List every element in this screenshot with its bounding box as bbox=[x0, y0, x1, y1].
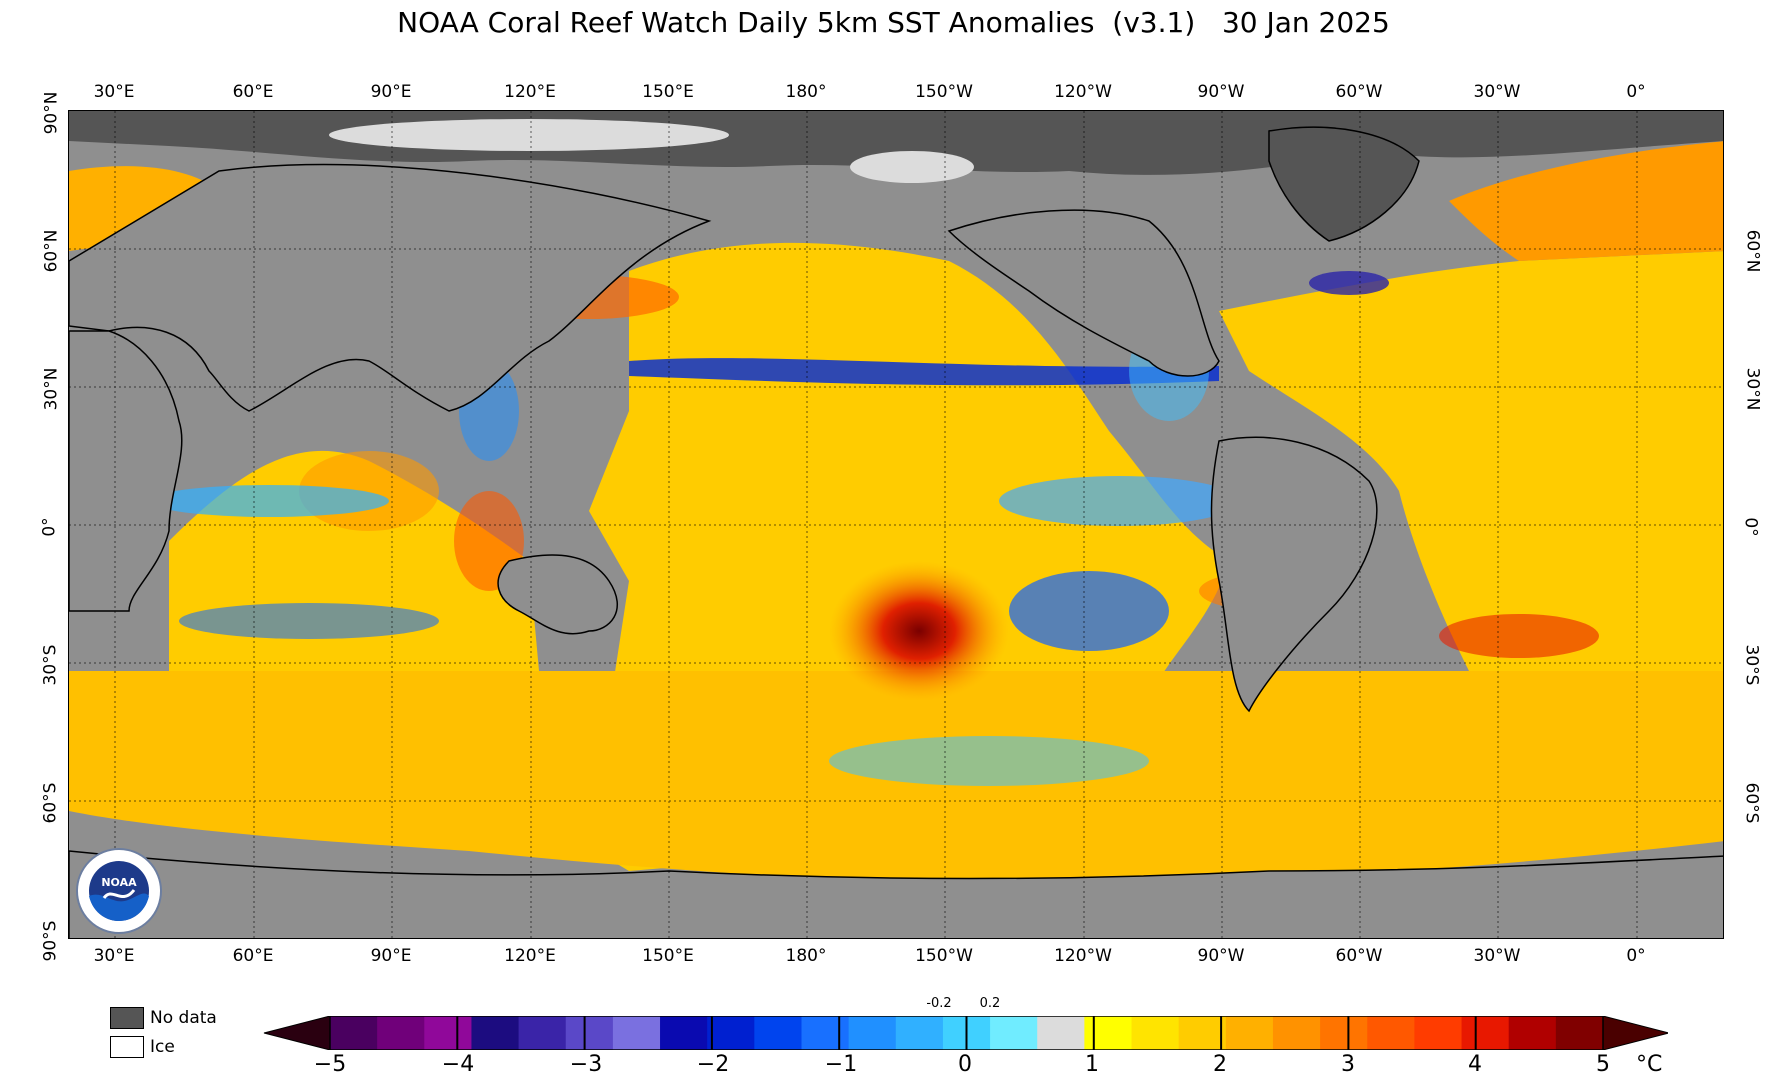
colorbar-segment bbox=[1272, 1016, 1321, 1050]
lon-label: 60°W bbox=[1335, 82, 1383, 102]
colorbar-tick: −3 bbox=[569, 1052, 603, 1077]
lon-label: 90°W bbox=[1197, 946, 1245, 966]
nodata-swatch bbox=[110, 1007, 144, 1029]
colorbar-segment bbox=[1367, 1016, 1415, 1050]
lon-label: 90°W bbox=[1197, 82, 1245, 102]
map-svg bbox=[69, 111, 1723, 938]
graticule bbox=[69, 111, 1723, 938]
colorbar-segment bbox=[660, 1016, 708, 1050]
colorbar-tick: 3 bbox=[1341, 1052, 1355, 1077]
lon-label: 60°E bbox=[232, 946, 274, 966]
lon-label: 180° bbox=[785, 82, 827, 102]
lon-label: 150°E bbox=[642, 82, 694, 102]
colorbar-segment bbox=[377, 1016, 425, 1050]
lon-label: 0° bbox=[1626, 946, 1646, 966]
sst-anomaly-map[interactable] bbox=[68, 110, 1724, 939]
colorbar-segment bbox=[1084, 1016, 1133, 1050]
lat-label: 30°S bbox=[40, 644, 61, 686]
colorbar-segment bbox=[848, 1016, 897, 1050]
colorbar-tick: 1 bbox=[1085, 1052, 1099, 1077]
lon-label: 150°W bbox=[915, 82, 973, 102]
lat-label: 30°S bbox=[1741, 644, 1762, 686]
ice-patch bbox=[850, 151, 974, 183]
lon-label: 30°E bbox=[93, 82, 135, 102]
lat-label: 30°N bbox=[41, 367, 62, 411]
colorbar-tick: −5 bbox=[313, 1052, 347, 1077]
colorbar-unit: °C bbox=[1636, 1052, 1663, 1077]
cold-anomalies bbox=[149, 271, 1389, 786]
lon-label: 150°E bbox=[642, 946, 694, 966]
noaa-seal-icon: NOAA bbox=[89, 861, 149, 921]
lat-label: 0° bbox=[1740, 517, 1761, 537]
colorbar-segment bbox=[1461, 1016, 1510, 1050]
colorbar-segment bbox=[707, 1016, 755, 1050]
lon-label: 150°W bbox=[915, 946, 973, 966]
colorbar-tick: −2 bbox=[696, 1052, 730, 1077]
colorbar-segment bbox=[754, 1016, 802, 1050]
colorbar-segment bbox=[565, 1016, 614, 1050]
ice-patch bbox=[329, 119, 729, 151]
lon-label: 90°E bbox=[370, 946, 412, 966]
colorbar-segment bbox=[612, 1016, 661, 1050]
logo-text: NOAA bbox=[101, 876, 137, 889]
lat-label: 90°S bbox=[40, 920, 61, 962]
lat-label: 30°N bbox=[1742, 367, 1763, 411]
lat-label: 60°S bbox=[40, 782, 61, 824]
colorbar-tick: 4 bbox=[1468, 1052, 1482, 1077]
lat-label: 60°S bbox=[1741, 782, 1762, 824]
ice-label: Ice bbox=[150, 1037, 175, 1057]
lat-label: 60°N bbox=[1742, 229, 1763, 273]
lon-label: 120°W bbox=[1054, 946, 1112, 966]
colorbar-segment bbox=[1414, 1016, 1463, 1050]
nodata-label: No data bbox=[150, 1008, 217, 1028]
colorbar-segment bbox=[518, 1016, 567, 1050]
lon-label: 60°W bbox=[1335, 946, 1383, 966]
colorbar-segment bbox=[1555, 1016, 1604, 1050]
colorbar-tick: 2 bbox=[1213, 1052, 1227, 1077]
colorbar-segment bbox=[424, 1016, 472, 1050]
colorbar-segment bbox=[330, 1016, 378, 1050]
ice-swatch bbox=[110, 1036, 144, 1058]
lon-label: 120°E bbox=[504, 82, 556, 102]
lon-label: 90°E bbox=[370, 82, 412, 102]
lon-label: 30°W bbox=[1473, 82, 1521, 102]
colorbar-segment bbox=[895, 1016, 944, 1050]
colorbar-segment bbox=[1037, 1016, 1085, 1050]
lon-label: 0° bbox=[1626, 82, 1646, 102]
lon-label: 180° bbox=[785, 946, 827, 966]
colorbar-small-tick: -0.2 bbox=[926, 996, 952, 1011]
colorbar-segment bbox=[1225, 1016, 1274, 1050]
map-title: NOAA Coral Reef Watch Daily 5km SST Anom… bbox=[397, 6, 1390, 39]
colorbar-small-tick: 0.2 bbox=[979, 996, 1001, 1011]
colorbar-tick: −4 bbox=[441, 1052, 475, 1077]
colorbar-segment bbox=[1131, 1016, 1180, 1050]
lat-label: 60°N bbox=[41, 229, 62, 273]
lat-label: 90°N bbox=[41, 91, 62, 135]
colorbar-low-arrow bbox=[263, 1016, 331, 1050]
lon-label: 60°E bbox=[232, 82, 274, 102]
lat-label: 0° bbox=[39, 517, 60, 537]
colorbar-segment bbox=[1178, 1016, 1227, 1050]
colorbar-segment bbox=[990, 1016, 1038, 1050]
lon-label: 30°W bbox=[1473, 946, 1521, 966]
colorbar-tick: −1 bbox=[824, 1052, 858, 1077]
colorbar-high-arrow bbox=[1602, 1016, 1668, 1050]
continents bbox=[69, 126, 1723, 938]
lon-label: 120°W bbox=[1054, 82, 1112, 102]
colorbar-outline bbox=[329, 1016, 1604, 1050]
colorbar-segment bbox=[801, 1016, 850, 1050]
ocean-layer bbox=[69, 141, 1723, 882]
lon-label: 120°E bbox=[504, 946, 556, 966]
colorbar-segment bbox=[471, 1016, 520, 1050]
noaa-logo: NOAA bbox=[76, 848, 162, 934]
lon-label: 30°E bbox=[93, 946, 135, 966]
colorbar bbox=[263, 1016, 1668, 1050]
colorbar-segment bbox=[1320, 1016, 1368, 1050]
colorbar-tick: 5 bbox=[1596, 1052, 1610, 1077]
colorbar-tick: 0 bbox=[958, 1052, 972, 1077]
colorbar-segment bbox=[1508, 1016, 1557, 1050]
